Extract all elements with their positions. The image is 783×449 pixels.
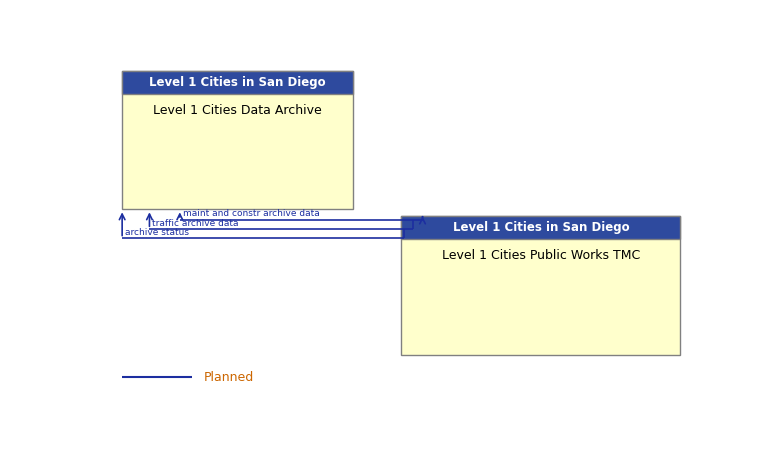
Text: Level 1 Cities in San Diego: Level 1 Cities in San Diego — [453, 221, 630, 234]
Text: Level 1 Cities Data Archive: Level 1 Cities Data Archive — [153, 104, 322, 117]
Bar — [402, 216, 680, 355]
Text: maint and constr archive data: maint and constr archive data — [183, 209, 319, 219]
Bar — [402, 216, 680, 239]
Text: archive status: archive status — [125, 228, 189, 237]
Text: Level 1 Cities Public Works TMC: Level 1 Cities Public Works TMC — [442, 249, 640, 262]
Text: Planned: Planned — [204, 370, 254, 383]
Text: Level 1 Cities in San Diego: Level 1 Cities in San Diego — [149, 76, 326, 89]
Bar — [122, 71, 352, 209]
Text: traffic archive data: traffic archive data — [153, 219, 239, 228]
Bar — [122, 71, 352, 94]
